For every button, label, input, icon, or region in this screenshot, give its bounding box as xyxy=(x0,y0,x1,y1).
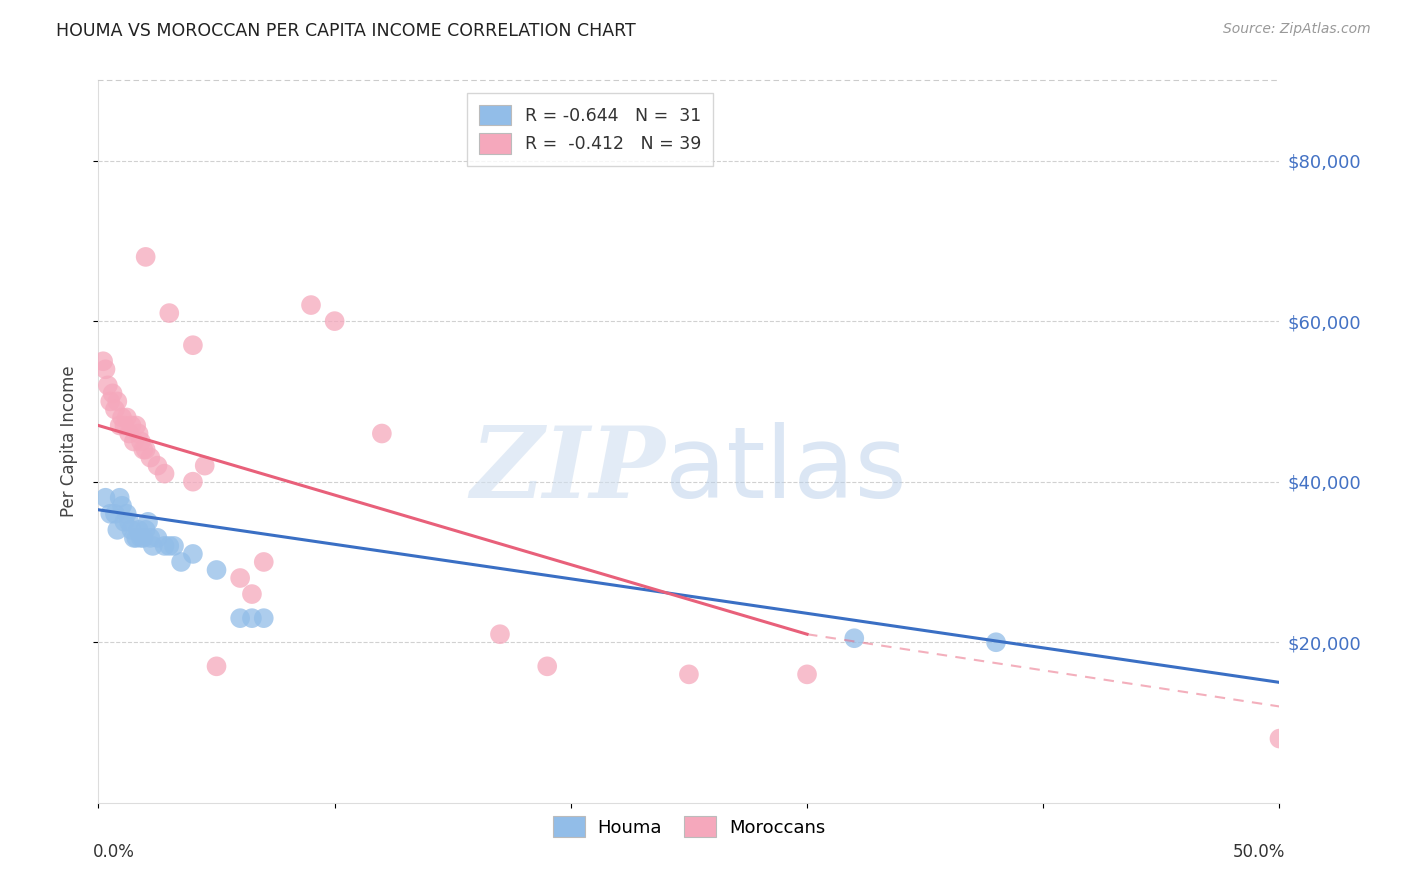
Point xyxy=(122,434,145,449)
Point xyxy=(121,523,143,537)
Point xyxy=(98,394,121,409)
Point xyxy=(98,507,121,521)
Point xyxy=(323,314,346,328)
Point xyxy=(489,627,512,641)
Point xyxy=(844,632,866,646)
Point xyxy=(229,611,252,625)
Point xyxy=(536,659,558,673)
Point xyxy=(1268,731,1291,746)
Point xyxy=(108,491,131,505)
Point xyxy=(253,555,276,569)
Point xyxy=(94,491,117,505)
Point xyxy=(142,539,165,553)
Point xyxy=(111,410,134,425)
Point xyxy=(984,635,1007,649)
Point xyxy=(129,531,152,545)
Point xyxy=(125,531,148,545)
Point xyxy=(253,611,276,625)
Point xyxy=(796,667,818,681)
Point xyxy=(153,539,176,553)
Point xyxy=(678,667,700,681)
Point xyxy=(146,458,169,473)
Point xyxy=(371,426,394,441)
Point xyxy=(129,434,152,449)
Y-axis label: Per Capita Income: Per Capita Income xyxy=(59,366,77,517)
Point xyxy=(105,394,128,409)
Point xyxy=(128,426,150,441)
Point xyxy=(181,547,204,561)
Point xyxy=(115,410,138,425)
Point xyxy=(181,338,204,352)
Text: Source: ZipAtlas.com: Source: ZipAtlas.com xyxy=(1223,22,1371,37)
Point xyxy=(181,475,204,489)
Point xyxy=(108,418,131,433)
Point xyxy=(194,458,217,473)
Point xyxy=(121,418,143,433)
Point xyxy=(157,539,180,553)
Legend: Houma, Moroccans: Houma, Moroccans xyxy=(546,809,832,845)
Point xyxy=(240,611,263,625)
Point xyxy=(122,531,145,545)
Point xyxy=(135,250,157,264)
Point xyxy=(205,659,228,673)
Text: HOUMA VS MOROCCAN PER CAPITA INCOME CORRELATION CHART: HOUMA VS MOROCCAN PER CAPITA INCOME CORR… xyxy=(56,22,636,40)
Point xyxy=(97,378,120,392)
Point xyxy=(118,515,141,529)
Point xyxy=(139,450,162,465)
Point xyxy=(111,499,134,513)
Point xyxy=(132,531,155,545)
Point xyxy=(139,531,162,545)
Point xyxy=(146,531,169,545)
Point xyxy=(299,298,322,312)
Point xyxy=(240,587,263,601)
Point xyxy=(135,442,157,457)
Point xyxy=(153,467,176,481)
Text: atlas: atlas xyxy=(665,422,907,519)
Point xyxy=(91,354,114,368)
Point xyxy=(104,402,127,417)
Point xyxy=(118,426,141,441)
Point xyxy=(105,523,128,537)
Point xyxy=(132,442,155,457)
Point xyxy=(125,418,148,433)
Point xyxy=(94,362,117,376)
Point xyxy=(128,523,150,537)
Point xyxy=(112,515,135,529)
Text: 0.0%: 0.0% xyxy=(93,843,135,861)
Point xyxy=(170,555,193,569)
Point xyxy=(136,515,159,529)
Text: ZIP: ZIP xyxy=(471,422,665,518)
Point xyxy=(229,571,252,585)
Text: 50.0%: 50.0% xyxy=(1233,843,1285,861)
Point xyxy=(135,523,157,537)
Point xyxy=(205,563,228,577)
Point xyxy=(115,507,138,521)
Point xyxy=(104,507,127,521)
Point xyxy=(101,386,124,401)
Point xyxy=(163,539,186,553)
Point xyxy=(112,418,135,433)
Point xyxy=(157,306,180,320)
